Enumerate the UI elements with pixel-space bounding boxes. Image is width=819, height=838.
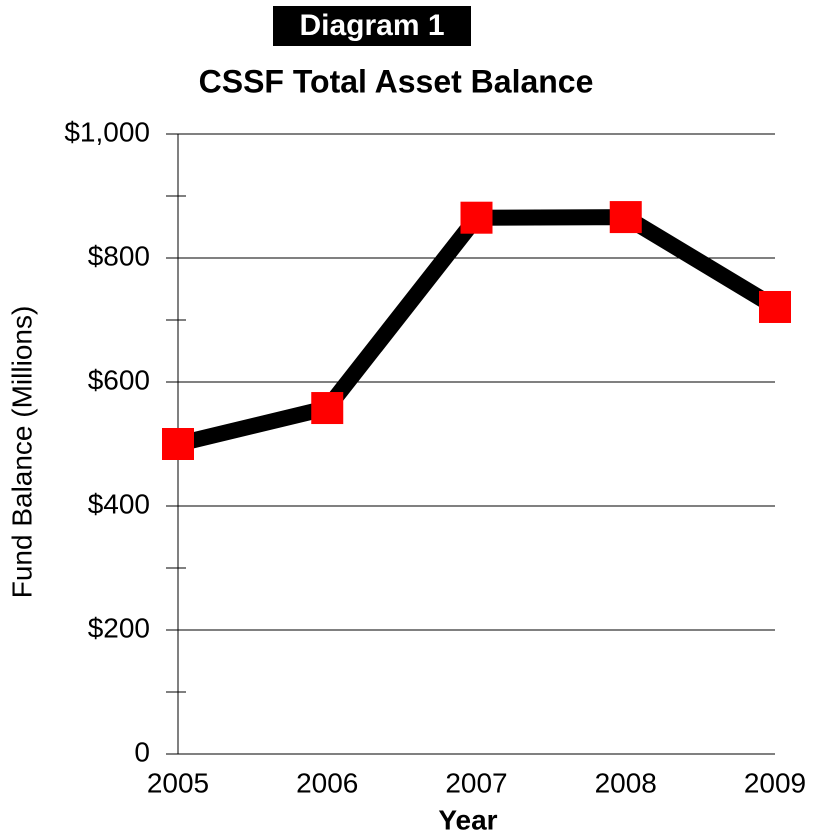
y-tick-label: $1,000 xyxy=(64,116,150,147)
y-tick-label: 0 xyxy=(134,736,150,767)
x-tick-label: 2006 xyxy=(296,767,358,798)
badge-background xyxy=(273,6,471,46)
marker xyxy=(460,201,493,234)
chart-title: CSSF Total Asset Balance xyxy=(199,63,594,99)
marker xyxy=(759,290,791,323)
x-tick-label: 2007 xyxy=(445,767,507,798)
marker xyxy=(311,392,344,425)
x-tick-label: 2009 xyxy=(744,767,806,798)
y-tick-label: $200 xyxy=(88,612,150,643)
y-axis-label: Fund Balance (Millions) xyxy=(6,306,37,599)
y-tick-label: $400 xyxy=(88,488,150,519)
x-tick-label: 2005 xyxy=(147,767,209,798)
y-tick-label: $600 xyxy=(88,364,150,395)
marker xyxy=(162,428,194,460)
badge: Diagram 1 xyxy=(299,9,444,42)
x-tick-label: 2008 xyxy=(595,767,657,798)
x-axis-label: Year xyxy=(438,804,497,835)
marker xyxy=(609,201,642,234)
y-tick-label: $800 xyxy=(88,240,150,271)
series-line xyxy=(176,209,780,452)
